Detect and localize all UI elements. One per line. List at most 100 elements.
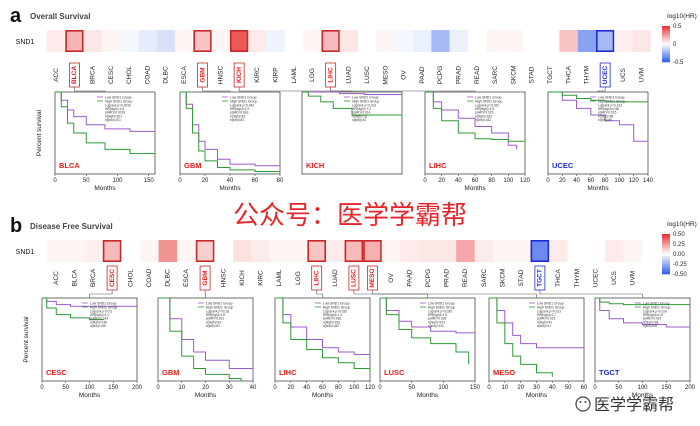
y-axis-label: Percent survival [36, 109, 43, 156]
x-tick-label: 0 [593, 385, 597, 391]
corner-watermark-text: 医学学霸帮 [594, 396, 674, 414]
heatmap-cell [248, 30, 267, 52]
heatmap-cell [381, 240, 401, 262]
km-stat: HR(high)=1.5 [428, 313, 447, 317]
cancer-type-label: CHOL [127, 269, 134, 287]
cancer-type-label: OV [401, 70, 408, 80]
km-stat: Logrank p=0.013 [352, 104, 376, 108]
cancer-type-label: CESC [109, 269, 116, 287]
legend-label-low: Low SND1 Group [352, 96, 379, 100]
cancer-type-label: LUSC [364, 66, 371, 84]
heatmap-cell [101, 30, 121, 52]
y-axis-label: Percent survival [23, 316, 30, 363]
km-curve-low [302, 91, 402, 95]
km-stat: n(high)=201 [105, 114, 122, 118]
x-axis-label: Months [79, 392, 101, 399]
km-cancer-label: LIHC [279, 368, 297, 377]
colorbar-swatch [662, 49, 670, 52]
cancer-type-label: CESC [108, 66, 115, 84]
colorbar-swatch [662, 246, 670, 249]
cancer-type-label: UCEC [592, 268, 599, 287]
connector-line [238, 87, 353, 92]
legend-label-high: High SND1 Group [206, 306, 233, 310]
km-curve-low [55, 91, 156, 133]
panel-title: Overall Survival [30, 12, 90, 21]
x-axis-label: Months [526, 392, 548, 399]
cancer-type-label: PCPG [425, 269, 432, 287]
connector-line [202, 87, 231, 92]
colorbar-swatch [662, 27, 670, 30]
cancer-type-label: BRCA [90, 268, 97, 287]
km-stat: n(low)=86 [598, 118, 612, 122]
x-tick-label: 20 [202, 385, 209, 391]
cancer-type-label: PRAD [444, 269, 451, 287]
cancer-type-label: LIHC [327, 67, 334, 82]
heatmap-cell [230, 30, 249, 52]
colorbar-swatch [662, 35, 670, 38]
km-stat: n(low)=81 [230, 118, 244, 122]
km-cancer-label: MESO [493, 368, 515, 377]
km-stat: p(HR)=0.036 [323, 317, 342, 321]
x-tick-label: 0 [273, 385, 277, 391]
colorbar-swatch [662, 60, 670, 63]
colorbar-swatch [662, 58, 670, 61]
x-tick-label: 50 [83, 178, 90, 184]
wechat-icon-eye [579, 401, 582, 403]
km-stat: n(high)=68 [643, 320, 659, 324]
x-tick-label: 0 [53, 178, 57, 184]
colorbar-tick: -0.50 [673, 272, 687, 278]
legend-label-low: Low SND1 Group [230, 96, 257, 100]
cancer-type-label: PRAD [455, 66, 462, 84]
x-tick-label: 100 [349, 385, 360, 391]
colorbar-swatch [662, 262, 670, 265]
colorbar-swatch [662, 51, 670, 54]
cancer-type-label: THYM [574, 269, 581, 287]
x-tick-label: 60 [472, 178, 479, 184]
cancer-type-label: LGG [309, 68, 316, 82]
colorbar-swatch [662, 242, 670, 245]
cancer-type-label: LAML [276, 269, 283, 286]
km-stat: Logrank p=0.035 [323, 310, 347, 314]
colorbar-swatch [662, 260, 670, 263]
heatmap-cell [321, 30, 340, 52]
km-stat: Logrank p=0.035 [428, 310, 452, 314]
heatmap-cell [400, 240, 419, 262]
colorbar-swatch [662, 270, 670, 273]
colorbar-swatch [662, 256, 670, 259]
heatmap-cell [431, 30, 450, 52]
cancer-type-label: LUSC [351, 269, 358, 287]
x-tick-label: 50 [408, 385, 415, 391]
heatmap-cell [156, 30, 176, 52]
colorbar-swatch [662, 268, 670, 271]
x-tick-label: 40 [455, 178, 462, 184]
heatmap-cell [47, 30, 66, 52]
km-stat: n(low)=201 [105, 118, 121, 122]
x-axis-label: Months [464, 185, 486, 192]
km-stat: p(HR)=0.043 [230, 111, 249, 115]
km-curve-low [548, 91, 649, 146]
colorbar-swatch [662, 248, 670, 251]
legend-label-low: Low SND1 Group [105, 96, 132, 100]
colorbar-swatch [662, 250, 670, 253]
km-stat: p(HR)=0.023 [475, 111, 494, 115]
panel-title: Disease Free Survival [30, 222, 113, 231]
km-stat: Logrank p=0.01 [90, 310, 112, 314]
legend-label-high: High SND1 Group [598, 100, 625, 104]
cancer-type-label: PAAD [419, 66, 426, 84]
cancer-type-label: DLBC [165, 269, 172, 287]
cancer-type-label: READ [474, 66, 481, 84]
heatmap-cell [84, 240, 103, 262]
cancer-type-label: MESO [369, 268, 376, 287]
heatmap-cell [456, 240, 475, 262]
panel-letter: a [10, 5, 22, 27]
legend-label-high: High SND1 Group [90, 306, 117, 310]
legend-label-low: Low SND1 Group [323, 302, 350, 306]
cancer-type-label: GBM [199, 67, 206, 82]
heatmap-cell [102, 240, 122, 262]
heatmap-cell [512, 240, 531, 262]
heatmap-cell [175, 30, 194, 52]
km-frame [301, 91, 403, 175]
cancer-type-label: SARC [481, 269, 488, 287]
